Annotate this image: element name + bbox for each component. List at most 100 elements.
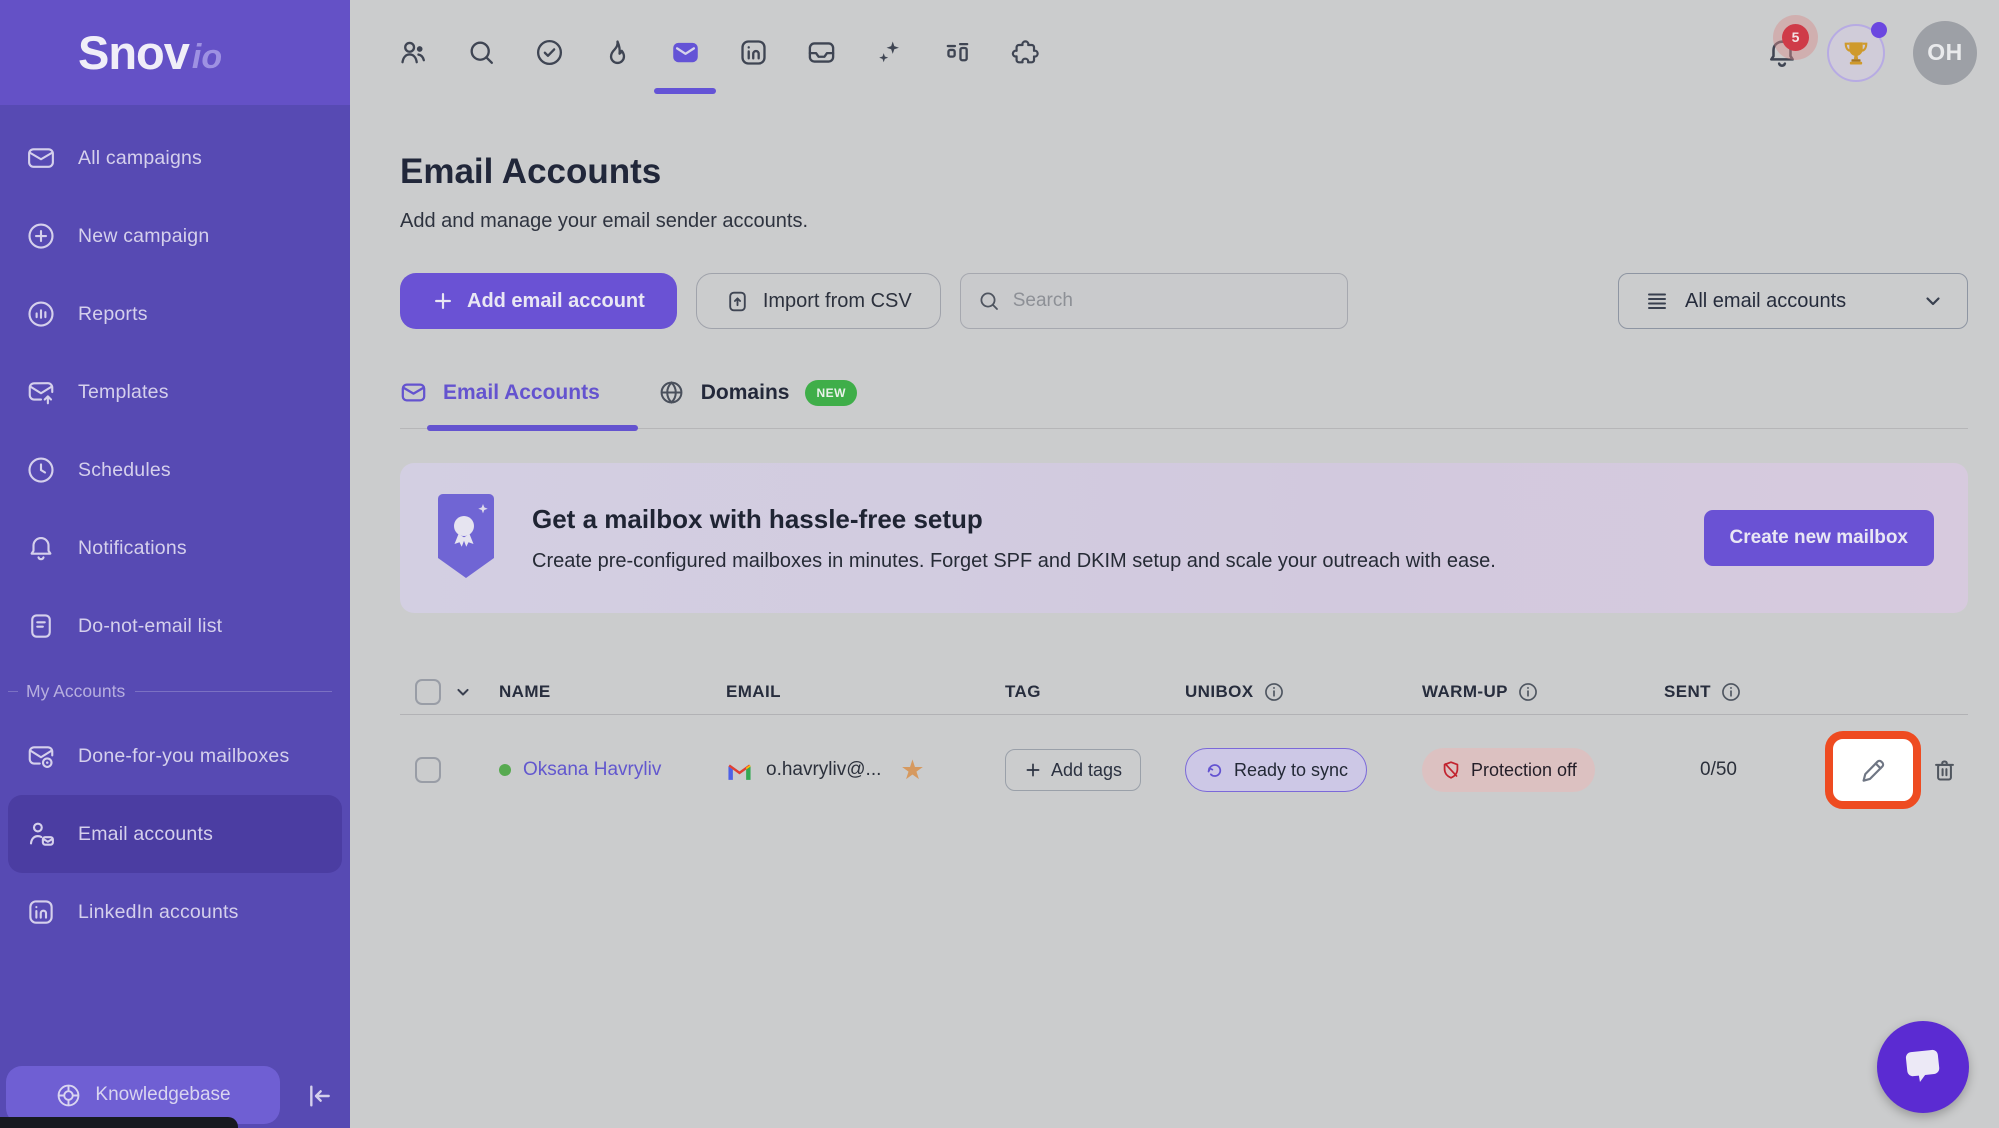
import-from-csv-button[interactable]: Import from CSV	[695, 273, 941, 329]
logo-brand: Snov	[78, 26, 190, 79]
sidebar-item-email-accounts[interactable]: Email accounts	[8, 795, 342, 873]
add-email-account-label: Add email account	[467, 289, 645, 312]
sidebar-item-schedules[interactable]: Schedules	[8, 431, 342, 509]
create-new-mailbox-button[interactable]: Create new mailbox	[1703, 510, 1934, 566]
linkedin-icon[interactable]	[734, 34, 772, 72]
search-icon[interactable]	[462, 34, 500, 72]
sidebar: Snov io All campaigns New campaign Repor…	[0, 0, 350, 1128]
crm-icon[interactable]	[938, 34, 976, 72]
tab-email-accounts[interactable]: Email Accounts	[400, 379, 600, 406]
sidebar-item-all-campaigns[interactable]: All campaigns	[8, 119, 342, 197]
globe-icon	[660, 381, 683, 404]
gmail-icon	[728, 764, 751, 780]
clock-icon	[26, 455, 56, 485]
toolbar: Add email account Import from CSV All em…	[400, 273, 1968, 329]
banner-texts: Get a mailbox with hassle-free setup Cre…	[532, 504, 1704, 573]
mailbox-promo-banner: Get a mailbox with hassle-free setup Cre…	[400, 463, 1968, 613]
add-tags-button[interactable]: Add tags	[1005, 749, 1142, 791]
warmup-cell: Protection off	[1422, 748, 1664, 792]
info-icon[interactable]	[1517, 681, 1539, 703]
file-upload-icon	[729, 291, 746, 311]
column-header-name: NAME	[499, 681, 551, 701]
row-actions	[1784, 731, 1968, 809]
sidebar-item-label: Done-for-you mailboxes	[78, 744, 290, 767]
main-area: 5 OH Email Accounts Add and manage your …	[350, 0, 1999, 1128]
sidebar-item-linkedin-accounts[interactable]: LinkedIn accounts	[8, 873, 342, 951]
sidebar-item-done-for-you[interactable]: Done-for-you mailboxes	[8, 717, 342, 795]
row-checkbox[interactable]	[415, 757, 441, 783]
chevron-down-icon[interactable]	[453, 682, 473, 702]
logo-suffix: io	[191, 38, 223, 76]
puzzle-icon[interactable]	[1006, 34, 1044, 72]
trophy-icon	[1844, 41, 1868, 64]
ready-to-sync-pill[interactable]: Ready to sync	[1185, 748, 1368, 792]
tab-domains[interactable]: Domains NEW	[658, 379, 857, 406]
search-icon	[980, 292, 998, 310]
sidebar-nav: All campaigns New campaign Reports Templ…	[0, 105, 350, 951]
pencil-icon	[1862, 759, 1884, 782]
account-name-cell: Oksana Havryliv	[499, 759, 726, 781]
search-input[interactable]	[1012, 290, 1331, 312]
achievement-indicator-dot	[1871, 21, 1887, 38]
select-all-checkbox[interactable]	[415, 678, 441, 705]
tab-label: Email Accounts	[443, 380, 600, 404]
account-filter-dropdown[interactable]: All email accounts	[1618, 273, 1968, 329]
sidebar-item-new-campaign[interactable]: New campaign	[8, 197, 342, 275]
protection-off-pill[interactable]: Protection off	[1422, 748, 1595, 792]
plus-icon	[1026, 763, 1040, 777]
mailbox-at-icon	[26, 741, 56, 771]
search-field	[959, 273, 1348, 329]
sent-count: 0/50	[1700, 759, 1737, 780]
knowledgebase-label: Knowledgebase	[95, 1084, 231, 1105]
reports-icon	[26, 299, 56, 329]
bottom-dock-strip	[0, 1117, 238, 1128]
delete-account-button[interactable]	[1931, 757, 1958, 784]
unibox-cell: Ready to sync	[1185, 748, 1422, 792]
sparkles-icon[interactable]	[870, 34, 908, 72]
section-label-text: My Accounts	[26, 680, 126, 701]
info-icon[interactable]	[1263, 681, 1285, 703]
edit-account-button[interactable]	[1825, 731, 1921, 809]
knowledgebase-button[interactable]: Knowledgebase	[6, 1066, 280, 1124]
product-nav-icons	[350, 0, 1999, 105]
sidebar-item-label: LinkedIn accounts	[78, 900, 239, 923]
user-avatar[interactable]: OH	[1913, 20, 1977, 85]
shield-off-icon	[1443, 761, 1459, 779]
sidebar-item-do-not-email[interactable]: Do-not-email list	[8, 587, 342, 665]
tag-cell: Add tags	[1005, 749, 1185, 791]
list-filter-icon	[1648, 293, 1666, 309]
add-email-account-button[interactable]: Add email account	[400, 273, 677, 329]
sidebar-item-reports[interactable]: Reports	[8, 275, 342, 353]
notifications-button[interactable]: 5	[1765, 23, 1809, 70]
favorite-star-icon[interactable]: ★	[900, 754, 925, 785]
list-note-icon	[26, 611, 56, 641]
sidebar-item-label: Schedules	[78, 458, 171, 481]
flame-icon[interactable]	[598, 34, 636, 72]
refresh-icon	[1207, 763, 1222, 777]
top-navigation: 5 OH	[350, 0, 1999, 105]
sidebar-item-label: Notifications	[78, 536, 187, 559]
account-name-link[interactable]: Oksana Havryliv	[523, 759, 662, 780]
sidebar-item-label: Do-not-email list	[78, 614, 223, 637]
active-tab-underline	[427, 425, 638, 431]
tab-label: Domains	[700, 380, 790, 404]
column-header-warmup: WARM-UP	[1422, 681, 1664, 703]
check-circle-icon[interactable]	[530, 34, 568, 72]
sidebar-item-templates[interactable]: Templates	[8, 353, 342, 431]
inbox-icon[interactable]	[802, 34, 840, 72]
topbar-right: 5 OH	[1765, 0, 1977, 105]
collapse-icon	[310, 1085, 330, 1107]
plus-icon	[435, 293, 451, 309]
collapse-sidebar-button[interactable]	[302, 1080, 334, 1112]
achievements-button[interactable]	[1827, 21, 1887, 82]
sidebar-item-label: New campaign	[78, 224, 210, 247]
active-nav-underline	[654, 88, 716, 94]
info-icon[interactable]	[1720, 681, 1742, 703]
live-chat-button[interactable]	[1877, 1021, 1969, 1113]
logo[interactable]: Snov io	[0, 0, 350, 105]
mail-icon[interactable]	[666, 34, 704, 72]
sidebar-item-notifications[interactable]: Notifications	[8, 509, 342, 587]
unibox-status-label: Ready to sync	[1234, 759, 1349, 780]
prospects-icon[interactable]	[394, 34, 432, 72]
